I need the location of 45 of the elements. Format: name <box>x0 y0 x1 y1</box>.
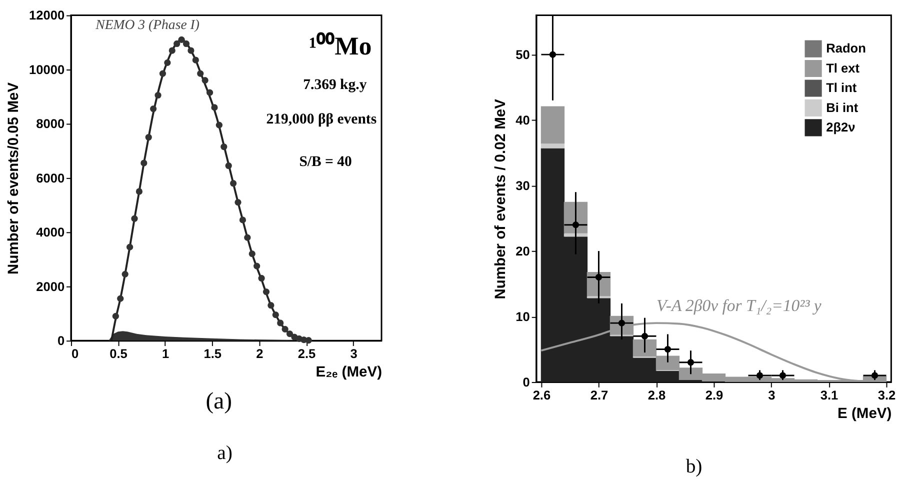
y-tick-label: 50 <box>516 47 530 62</box>
y-tick-label: 20 <box>516 243 530 258</box>
y-tick-label: 8000 <box>36 116 65 132</box>
x-tick-label: 3.2 <box>878 387 896 402</box>
x-tick-label: 2.5 <box>298 346 316 361</box>
x-tick-label: 2.7 <box>590 387 608 402</box>
text: a) <box>217 442 232 464</box>
annotation: NEMO 3 (Phase I) <box>94 17 200 32</box>
y-tick-label: 30 <box>516 178 530 193</box>
annotation: 219,000 ββ events <box>266 112 377 128</box>
x-tick-label: 2.9 <box>705 387 724 402</box>
x-tick-label: 0.5 <box>110 346 128 361</box>
y-tick-label: 4000 <box>36 224 65 240</box>
x-axis-title: E₂ₑ (MeV) <box>316 364 382 381</box>
y-tick-label: 0 <box>57 333 65 348</box>
x-tick-label: 1.5 <box>204 346 222 361</box>
x-tick-label: 3 <box>350 346 358 361</box>
y-tick-label: 40 <box>516 112 530 128</box>
y-tick-label: 0 <box>522 374 530 390</box>
x-tick-label: 3 <box>768 387 776 402</box>
annotation: 7.369 kg.y <box>303 77 368 94</box>
text: b) <box>686 456 702 478</box>
text: (a) <box>206 388 232 415</box>
y-tick-label: 10 <box>516 308 530 324</box>
legend-label: Bi int <box>826 100 859 115</box>
y-tick-label: 2000 <box>36 278 65 294</box>
x-tick-label: 3.1 <box>820 387 838 402</box>
x-tick-label: 2.6 <box>532 387 551 402</box>
x-tick-label: 1 <box>162 346 170 361</box>
x-tick-label: 2 <box>256 346 264 361</box>
y-tick-label: 10000 <box>28 62 65 77</box>
legend-label: 2β2ν <box>826 120 856 135</box>
legend-label: Tl int <box>826 80 858 96</box>
annotation: ¹⁰⁰Mo <box>308 32 372 61</box>
y-tick-label: 6000 <box>36 170 65 186</box>
legend-label: Tl ext <box>826 60 860 76</box>
annotation: S/B = 40 <box>299 154 352 170</box>
x-tick-label: 0 <box>71 346 79 361</box>
annotation: V-A 2β0ν for T₁/₂=10²³ y <box>656 296 822 316</box>
y-tick-label: 12000 <box>28 8 65 23</box>
y-axis-title: Number of events / 0.02 MeV <box>492 98 509 300</box>
y-axis-title: Number of events/0.05 MeV <box>6 82 22 274</box>
x-axis-title: E (MeV) <box>838 406 892 422</box>
x-tick-label: 2.8 <box>648 387 666 402</box>
legend-label: Radon <box>826 40 866 56</box>
